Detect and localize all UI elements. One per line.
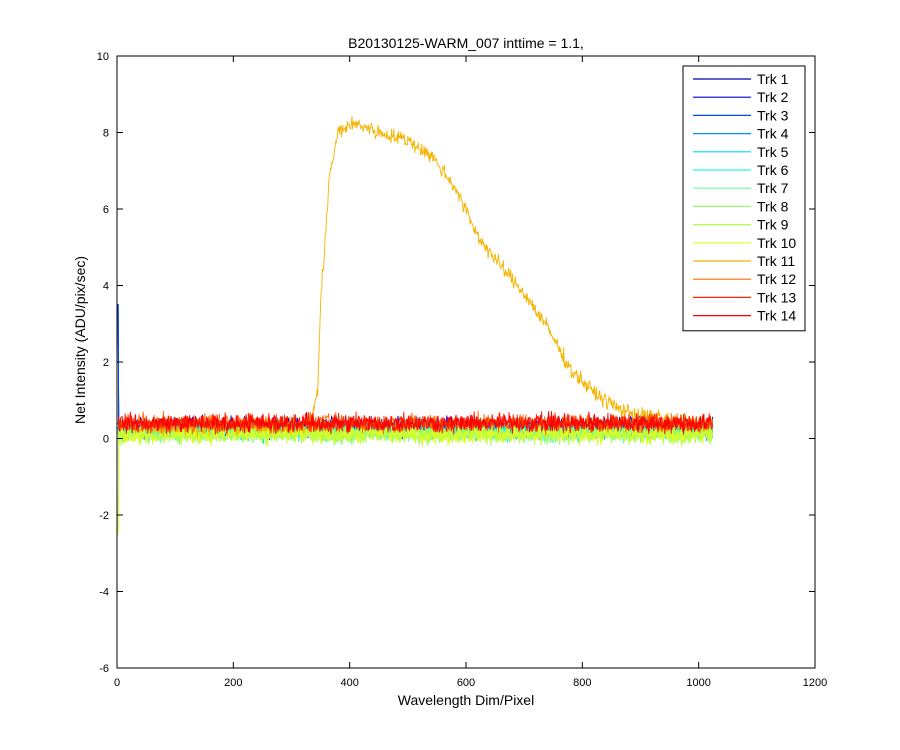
legend: Trk 1 Trk 2 Trk 3 Trk 4 Trk 5 Trk 6 Trk 7 Trk 8… <box>682 65 806 332</box>
legend-label: Trk 10 <box>757 235 796 251</box>
x-tick-label: 1200 <box>803 677 827 689</box>
legend-label: Trk 6 <box>757 162 789 178</box>
legend-label: Trk 5 <box>757 144 789 160</box>
series-line-10 <box>117 421 714 535</box>
chart-title: B20130125-WARM_007 inttime = 1.1, <box>348 35 584 51</box>
y-tick-label: 6 <box>103 204 109 216</box>
y-tick-label: 4 <box>103 281 109 293</box>
legend-label: Trk 13 <box>757 289 796 305</box>
x-tick-label: 0 <box>114 677 120 689</box>
legend-label: Trk 2 <box>757 89 789 105</box>
legend-label: Trk 14 <box>757 308 796 324</box>
legend-label: Trk 1 <box>757 71 789 87</box>
legend-label: Trk 12 <box>757 271 796 287</box>
legend-label: Trk 4 <box>757 126 789 142</box>
legend-label: Trk 3 <box>757 107 789 123</box>
y-tick-label: -2 <box>99 510 109 522</box>
y-tick-label: -4 <box>99 587 109 599</box>
y-tick-label: 2 <box>103 357 109 369</box>
y-tick-label: 10 <box>97 51 109 63</box>
y-axis-ticks: -6 -4 -2 0 2 4 6 8 10 <box>97 51 815 675</box>
y-tick-label: 0 <box>103 434 109 446</box>
x-tick-label: 600 <box>457 677 475 689</box>
x-tick-label: 1000 <box>686 677 710 689</box>
legend-box <box>682 65 806 332</box>
x-tick-label: 200 <box>224 677 242 689</box>
legend-label: Trk 8 <box>757 198 789 214</box>
y-tick-label: 8 <box>103 128 109 140</box>
y-tick-label: -6 <box>99 663 109 675</box>
legend-label: Trk 7 <box>757 180 789 196</box>
y-axis-label: Net Intensity (ADU/pix/sec) <box>72 256 88 424</box>
legend-label: Trk 9 <box>757 217 789 233</box>
x-tick-label: 400 <box>340 677 358 689</box>
x-tick-label: 800 <box>573 677 591 689</box>
series-line-14 <box>117 411 713 435</box>
legend-label: Trk 11 <box>757 253 795 269</box>
x-axis-label: Wavelength Dim/Pixel <box>398 692 534 708</box>
x-axis-ticks: 0 200 400 600 800 1000 1200 <box>114 56 827 689</box>
series-lines <box>117 116 714 535</box>
